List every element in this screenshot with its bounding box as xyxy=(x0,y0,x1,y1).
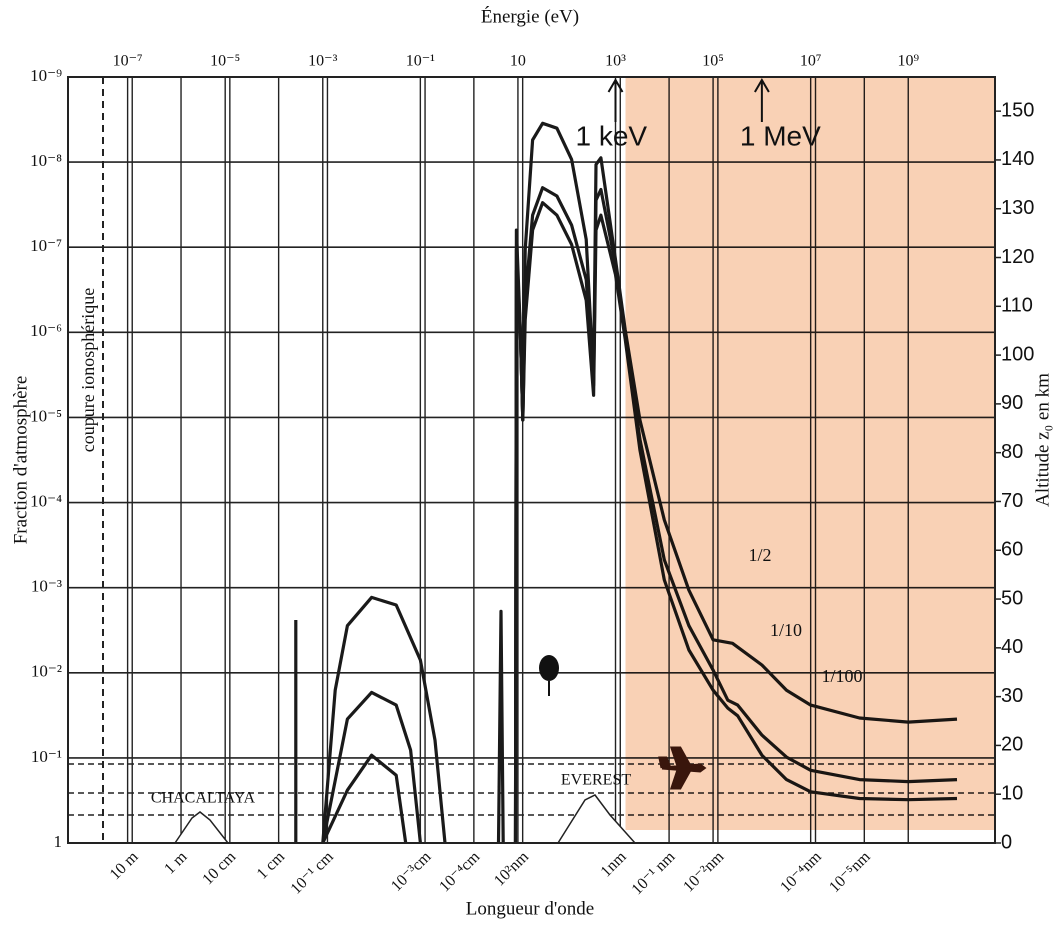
y2-axis-title: Altitude z₀ en km xyxy=(1032,373,1053,507)
x2-tick-label: 10⁻¹ nm xyxy=(629,848,679,898)
transmission-curve xyxy=(294,121,958,844)
y-tick-label: 10⁻⁷ xyxy=(30,236,62,255)
x2-tick-label: 10⁻³cm xyxy=(388,848,435,895)
legend-label: 1/100 xyxy=(821,666,862,686)
y2-tick-label: 70 xyxy=(1001,490,1023,512)
mountain-icon xyxy=(556,794,637,844)
y-axis-title: Fraction d'atmosphère xyxy=(10,376,31,545)
x-tick-label: 10⁹ xyxy=(897,53,919,70)
y-tick-label: 10⁻⁸ xyxy=(30,151,62,170)
y2-tick-label: 30 xyxy=(1001,685,1023,707)
mountain-label: EVEREST xyxy=(561,772,631,789)
y-tick-label: 10⁻⁶ xyxy=(30,321,62,340)
plot-frame xyxy=(67,76,996,844)
annotation-arrowhead xyxy=(607,78,624,93)
y2-tick-label: 100 xyxy=(1001,343,1034,365)
y2-tick-label: 130 xyxy=(1001,197,1034,219)
y-tick-label: 1 xyxy=(54,832,63,851)
y2-tick-label: 0 xyxy=(1001,831,1012,853)
mountain-icon xyxy=(173,811,230,844)
y2-tick-label: 80 xyxy=(1001,441,1023,463)
y2-tick-label: 90 xyxy=(1001,392,1023,414)
y-tick-label: 10⁻⁵ xyxy=(30,406,62,425)
x2-tick-label: 10⁻¹ cm xyxy=(288,848,338,898)
mountain-label: CHACALTAYA xyxy=(151,790,256,807)
y2-tick-label: 140 xyxy=(1001,148,1034,170)
x2-tick-label: 10⁻⁴cm xyxy=(436,848,483,895)
x2-tick-label: 1nm xyxy=(598,848,631,881)
annotation-label: 1 keV xyxy=(576,120,648,151)
balloon-icon xyxy=(539,655,559,681)
y2-tick-label: 110 xyxy=(1001,295,1033,317)
x-axis-title: Énergie (eV) xyxy=(481,5,579,27)
x-tick-label: 10 xyxy=(510,53,526,70)
x2-tick-label: 10²nm xyxy=(491,848,533,890)
y2-tick-label: 40 xyxy=(1001,636,1023,658)
x-tick-label: 10⁷ xyxy=(800,53,822,70)
y2-tick-label: 50 xyxy=(1001,587,1023,609)
y2-tick-label: 20 xyxy=(1001,734,1023,756)
x2-tick-label: 10 m xyxy=(107,848,142,883)
x-tick-label: 10⁻⁷ xyxy=(113,53,143,70)
x2-tick-label: 10⁻²nm xyxy=(680,848,728,896)
annotation-arrowhead xyxy=(754,78,770,93)
x2-tick-label: 1 m xyxy=(161,848,191,878)
x2-tick-label: 10⁻⁴nm xyxy=(777,848,825,896)
y-tick-label: 10⁻¹ xyxy=(31,747,62,766)
cutoff-label: coupure ionosphérique xyxy=(78,288,98,452)
y2-tick-label: 60 xyxy=(1001,539,1023,561)
x2-tick-label: 1 cm xyxy=(254,848,289,883)
x-tick-label: 10⁻¹ xyxy=(406,53,435,70)
shaded-region xyxy=(625,77,995,830)
y-tick-label: 10⁻⁴ xyxy=(30,491,62,510)
annotation-label: 1 MeV xyxy=(740,120,821,151)
y2-tick-label: 120 xyxy=(1001,246,1034,268)
y2-tick-label: 150 xyxy=(1001,99,1034,121)
x2-tick-label: 10⁻⁵nm xyxy=(826,848,874,896)
y-tick-label: 10⁻² xyxy=(31,662,62,681)
x-tick-label: 10⁻⁵ xyxy=(210,53,240,70)
shade-layer xyxy=(625,77,995,830)
x2-axis-title: Longueur d'onde xyxy=(466,898,594,919)
x-tick-label: 10³ xyxy=(605,53,626,70)
legend-label: 1/2 xyxy=(748,545,771,565)
x-tick-label: 10⁵ xyxy=(702,53,724,70)
y2-tick-label: 10 xyxy=(1001,782,1023,804)
x2-tick-label: 10 cm xyxy=(199,848,239,888)
legend-label: 1/10 xyxy=(770,620,802,640)
y-tick-label: 10⁻³ xyxy=(31,577,62,596)
y-tick-label: 10⁻⁹ xyxy=(30,66,62,85)
x-tick-label: 10⁻³ xyxy=(308,53,337,70)
